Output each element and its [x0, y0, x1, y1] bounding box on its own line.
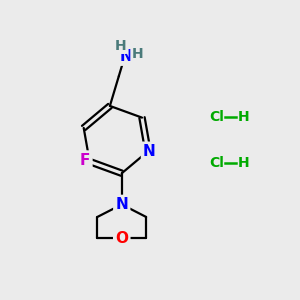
Text: N: N — [120, 50, 133, 64]
Text: N: N — [143, 144, 156, 159]
Text: H: H — [115, 39, 126, 52]
Text: F: F — [80, 153, 90, 168]
Text: O: O — [115, 231, 128, 246]
Text: Cl: Cl — [209, 156, 224, 170]
Text: Cl: Cl — [209, 110, 224, 124]
Text: H: H — [132, 47, 143, 61]
Text: H: H — [238, 110, 249, 124]
Text: H: H — [238, 156, 249, 170]
Text: N: N — [116, 197, 128, 212]
